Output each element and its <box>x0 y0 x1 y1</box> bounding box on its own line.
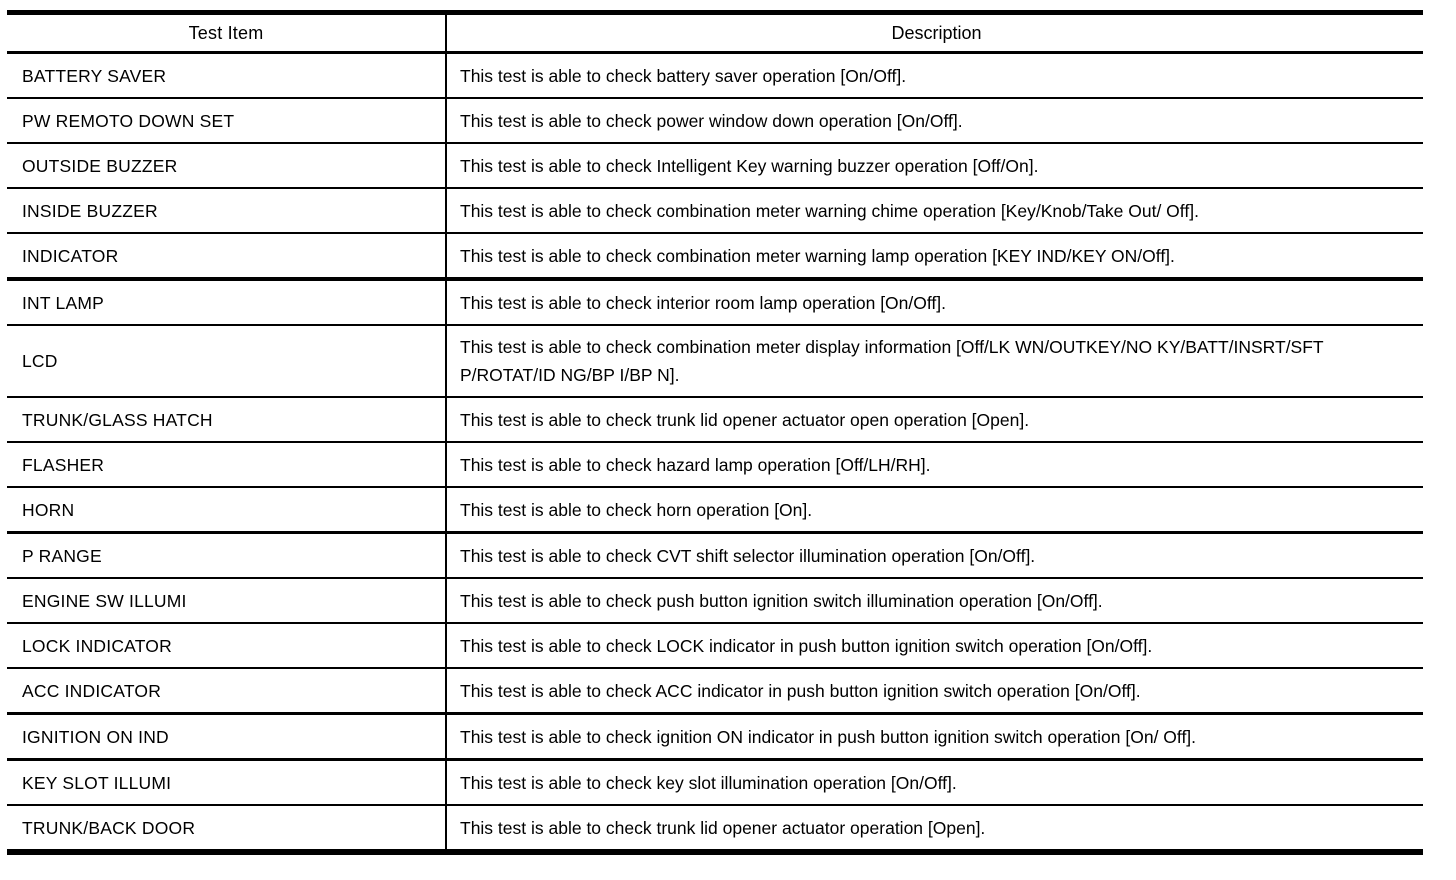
test-item-cell: TRUNK/BACK DOOR <box>7 806 447 849</box>
description-cell: This test is able to check ACC indicator… <box>460 680 1141 701</box>
description-cell: This test is able to check hazard lamp o… <box>460 454 931 475</box>
description-cell: This test is able to check Intelligent K… <box>460 155 1039 176</box>
test-item-cell: LCD <box>7 326 447 396</box>
table-row: INSIDE BUZZER This test is able to check … <box>7 189 1423 234</box>
column-header-description: Description <box>891 23 982 43</box>
description-cell: This test is able to check interior room… <box>460 292 947 313</box>
description-cell: This test is able to check CVT shift sel… <box>460 545 1036 566</box>
table-row: FLASHER This test is able to check hazard… <box>7 443 1423 488</box>
table-row: PW REMOTO DOWN SET This test is able to c… <box>7 99 1423 144</box>
description-cell: This test is able to check combination m… <box>460 245 1175 266</box>
table-row: TRUNK/BACK DOOR This test is able to chec… <box>7 806 1423 849</box>
table-row: TRUNK/GLASS HATCH This test is able to ch… <box>7 398 1423 443</box>
description-cell: This test is able to check key slot illu… <box>460 772 957 793</box>
description-cell: This test is able to check combination m… <box>460 337 1324 385</box>
column-header-test-item: Test Item <box>7 15 447 51</box>
test-item-cell: INSIDE BUZZER <box>7 189 447 232</box>
table-row: BATTERY SAVER This test is able to check … <box>7 54 1423 99</box>
table-row: ENGINE SW ILLUMI This test is able to che… <box>7 579 1423 624</box>
test-item-cell: ACC INDICATOR <box>7 669 447 712</box>
description-cell: This test is able to check LOCK indicato… <box>460 635 1153 656</box>
table-row: P RANGE This test is able to check CVT sh… <box>7 534 1423 579</box>
test-item-cell: INDICATOR <box>7 234 447 277</box>
description-cell: This test is able to check push button i… <box>460 590 1103 611</box>
description-cell: This test is able to check combination m… <box>460 200 1199 221</box>
test-item-cell: KEY SLOT ILLUMI <box>7 761 447 804</box>
description-cell: This test is able to check power window … <box>460 110 963 131</box>
description-cell: This test is able to check horn operatio… <box>460 499 813 520</box>
test-item-cell: HORN <box>7 488 447 531</box>
table-row: HORN This test is able to check horn oper… <box>7 488 1423 534</box>
table-row: INT LAMP This test is able to check inter… <box>7 281 1423 326</box>
table-body: BATTERY SAVER This test is able to check … <box>7 54 1423 849</box>
table-row: LCD This test is able to check combinatio… <box>7 326 1423 398</box>
table-row: ACC INDICATOR This test is able to check … <box>7 669 1423 715</box>
table-row: KEY SLOT ILLUMI This test is able to chec… <box>7 761 1423 806</box>
test-item-cell: FLASHER <box>7 443 447 486</box>
table-header-row: Test Item Description <box>7 15 1423 54</box>
description-cell: This test is able to check trunk lid ope… <box>460 817 986 838</box>
test-item-cell: LOCK INDICATOR <box>7 624 447 667</box>
test-item-cell: IGNITION ON IND <box>7 715 447 758</box>
test-item-cell: P RANGE <box>7 534 447 577</box>
description-cell: This test is able to check ignition ON i… <box>460 726 1197 747</box>
table-row: IGNITION ON IND This test is able to chec… <box>7 715 1423 761</box>
test-item-cell: PW REMOTO DOWN SET <box>7 99 447 142</box>
test-item-cell: INT LAMP <box>7 281 447 324</box>
description-cell: This test is able to check battery saver… <box>460 65 907 86</box>
test-item-cell: ENGINE SW ILLUMI <box>7 579 447 622</box>
test-item-cell: TRUNK/GLASS HATCH <box>7 398 447 441</box>
test-item-cell: BATTERY SAVER <box>7 54 447 97</box>
test-item-cell: OUTSIDE BUZZER <box>7 144 447 187</box>
table-row: INDICATOR This test is able to check comb… <box>7 234 1423 281</box>
test-item-table: Test Item Description BATTERY SAVER This … <box>7 10 1423 855</box>
description-cell: This test is able to check trunk lid ope… <box>460 409 1030 430</box>
table-row: LOCK INDICATOR This test is able to check… <box>7 624 1423 669</box>
table-row: OUTSIDE BUZZER This test is able to check… <box>7 144 1423 189</box>
